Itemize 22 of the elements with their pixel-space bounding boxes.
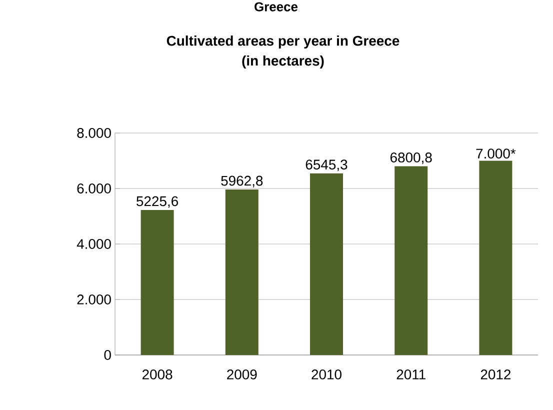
x-tick-label: 2009	[227, 370, 257, 380]
bar	[479, 160, 512, 355]
y-tick-label: 4.000	[76, 239, 111, 249]
x-tick-label: 2010	[312, 370, 342, 380]
x-tick-label: 2011	[396, 370, 426, 380]
x-tick-label: 2008	[142, 370, 172, 380]
text: Greece	[254, 2, 298, 12]
bar	[225, 190, 258, 355]
data-label: 5962,8	[221, 176, 263, 188]
data-label: 5225,6	[136, 196, 178, 208]
bar	[310, 173, 344, 355]
bar	[394, 166, 428, 355]
y-tick-label: 8.000	[77, 128, 111, 138]
x-tick-label: 2012	[480, 370, 511, 380]
y-tick-label: 6.000	[77, 184, 111, 194]
data-label: 6800,8	[390, 152, 432, 164]
chart-title: Cultivated areas per year in Greece (in hectares)	[166, 36, 400, 68]
y-tick-label: 2.000	[77, 294, 111, 304]
y-tick-label: 0	[104, 350, 111, 360]
data-label: 7.000*	[476, 148, 516, 159]
data-label: 6545,3	[306, 160, 348, 172]
bar	[140, 210, 174, 355]
